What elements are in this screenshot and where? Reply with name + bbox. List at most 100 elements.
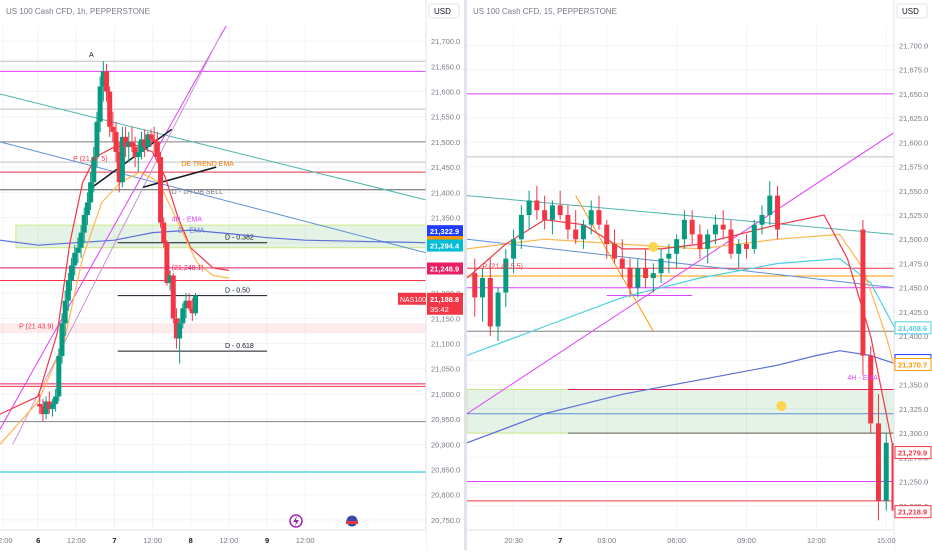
candle[interactable] [69, 257, 75, 291]
price-axis[interactable] [426, 0, 464, 550]
candle[interactable] [56, 348, 62, 402]
candle[interactable] [604, 219, 610, 259]
candle[interactable] [158, 152, 164, 228]
candle[interactable] [46, 391, 52, 415]
candle[interactable] [565, 205, 571, 240]
candle[interactable] [612, 229, 618, 264]
candle[interactable] [472, 258, 478, 317]
candle[interactable] [100, 61, 106, 102]
candle[interactable] [167, 270, 173, 291]
candle[interactable] [53, 388, 59, 412]
candle[interactable] [542, 195, 548, 230]
candle[interactable] [526, 190, 532, 230]
candle[interactable] [697, 224, 703, 259]
candle[interactable] [635, 258, 641, 298]
candle[interactable] [743, 234, 749, 259]
candle[interactable] [110, 111, 116, 142]
candle[interactable] [113, 121, 119, 163]
candle[interactable] [151, 126, 157, 152]
candle[interactable] [132, 136, 138, 168]
candle[interactable] [480, 268, 486, 322]
candle[interactable] [767, 181, 773, 225]
time-axis[interactable] [467, 530, 894, 550]
candle[interactable] [142, 129, 148, 158]
candle[interactable] [705, 229, 711, 264]
candle[interactable] [643, 248, 649, 288]
candle[interactable] [123, 126, 129, 158]
candle[interactable] [689, 210, 695, 245]
candle[interactable] [588, 200, 594, 235]
chart-panel-1[interactable]: D - 0.382 D - 0.50 D - 0.618 A P (21,47 5) DE… [0, 0, 464, 550]
candle[interactable] [180, 303, 186, 329]
candle[interactable] [135, 141, 141, 173]
candle[interactable] [681, 210, 687, 249]
candle[interactable] [164, 240, 170, 286]
candle[interactable] [511, 229, 517, 274]
candle[interactable] [557, 190, 563, 220]
candle[interactable] [40, 398, 46, 422]
candle[interactable] [62, 290, 68, 336]
candle[interactable] [487, 258, 493, 337]
candle[interactable] [189, 298, 195, 321]
candle[interactable] [116, 141, 122, 193]
candle[interactable] [627, 258, 633, 298]
candle[interactable] [549, 200, 555, 235]
candle[interactable] [119, 126, 125, 188]
chart-panel-2[interactable]: P (21,47 5.5) 4H - EMA US 100 Cash CFD, 15… [467, 0, 932, 550]
candle[interactable] [186, 293, 192, 311]
candle[interactable] [84, 192, 90, 226]
candle[interactable] [126, 131, 132, 163]
candle[interactable] [72, 245, 78, 276]
candle[interactable] [145, 131, 151, 152]
candle[interactable] [104, 63, 109, 102]
plot-area[interactable]: P (21,47 5.5) 4H - EMA [467, 26, 932, 530]
candle[interactable] [503, 248, 509, 308]
candle[interactable] [173, 308, 179, 349]
candle[interactable] [170, 272, 176, 324]
candle[interactable] [720, 210, 726, 240]
candle[interactable] [736, 239, 742, 269]
candle[interactable] [666, 244, 672, 274]
candle[interactable] [129, 126, 135, 152]
candle[interactable] [148, 129, 154, 147]
price-axis[interactable] [894, 0, 932, 550]
candle[interactable] [573, 210, 579, 245]
candle[interactable] [154, 131, 160, 163]
candle[interactable] [97, 76, 103, 132]
candle[interactable] [596, 195, 602, 230]
candle[interactable] [759, 205, 765, 235]
candle[interactable] [49, 398, 55, 417]
candle[interactable] [107, 86, 113, 137]
candle[interactable] [43, 396, 49, 420]
currency-box[interactable] [428, 3, 460, 19]
candle[interactable] [580, 219, 586, 249]
candle[interactable] [88, 172, 94, 210]
candle[interactable] [75, 237, 81, 263]
candle[interactable] [518, 205, 524, 249]
candle[interactable] [658, 248, 664, 283]
candle[interactable] [193, 293, 199, 316]
candle[interactable] [78, 225, 84, 258]
candle[interactable] [891, 413, 897, 521]
candle[interactable] [875, 394, 881, 521]
candle[interactable] [138, 131, 144, 160]
candle[interactable] [883, 433, 889, 511]
currency-box[interactable] [896, 3, 928, 19]
candle[interactable] [860, 219, 866, 375]
candle[interactable] [650, 263, 656, 293]
candle[interactable] [65, 272, 71, 311]
candle[interactable] [177, 318, 183, 364]
candle[interactable] [59, 313, 65, 364]
candle[interactable] [37, 393, 43, 415]
candle[interactable] [674, 234, 680, 269]
candle[interactable] [94, 111, 100, 168]
candle[interactable] [619, 239, 625, 278]
plot-area[interactable]: D - 0.382 D - 0.50 D - 0.618 A P (21,47 5) DE… [0, 21, 426, 530]
time-axis[interactable] [0, 530, 426, 550]
candle[interactable] [712, 215, 718, 245]
candle[interactable] [534, 185, 540, 220]
candle[interactable] [161, 217, 167, 248]
candle[interactable] [91, 146, 97, 193]
candle[interactable] [495, 287, 501, 341]
